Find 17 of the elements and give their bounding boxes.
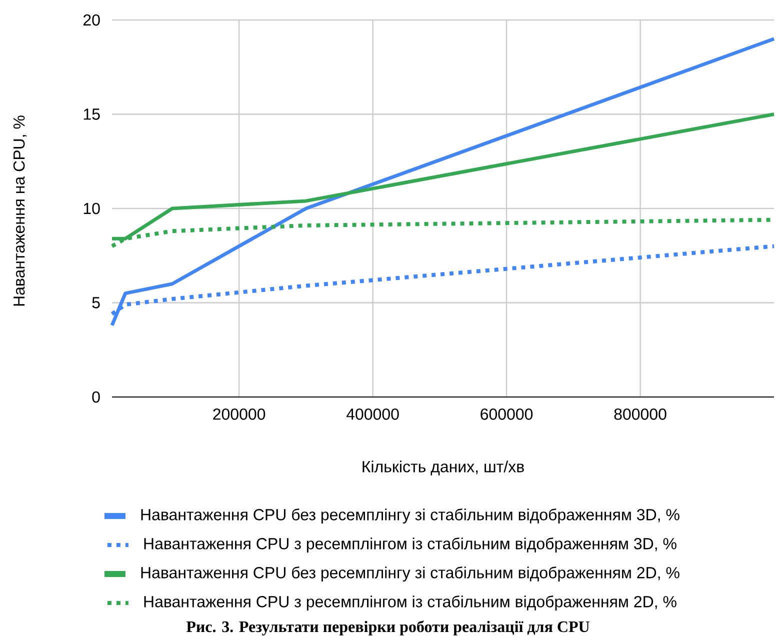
legend-label: Навантаження CPU з ресемплінгом із стабільним відображенням 3D, % [144, 537, 676, 553]
y-tick-label: 20 [83, 14, 100, 26]
y-tick-label: 15 [84, 108, 100, 120]
text: Рис. 3. Результати перевірки роботи реалізації для CPU [186, 620, 590, 636]
y-tick-label: 5 [92, 297, 100, 308]
x-tick-label: 200000 [213, 408, 266, 420]
legend-label: Навантаження CPU без ресемплінгу зі стабільним відображенням 2D, % [141, 566, 680, 582]
x-tick-label: 400000 [346, 408, 399, 420]
y-tick-label: 0 [92, 391, 100, 403]
legend-label: Навантаження CPU без ресемплінгу зі стабільним відображенням 3D, % [141, 508, 680, 524]
x-tick-label: 800000 [614, 408, 666, 420]
x-tick-label: 600000 [480, 408, 533, 420]
y-tick-label: 10 [84, 202, 100, 214]
legend-label: Навантаження CPU з ресемплінгом із стабільним відображенням 2D, % [144, 595, 676, 611]
x-axis-title: Кількість даних, шт/хв [362, 460, 524, 476]
y-axis-title: Навантаження на CPU, % [13, 116, 27, 306]
line-series [110, 37, 776, 328]
